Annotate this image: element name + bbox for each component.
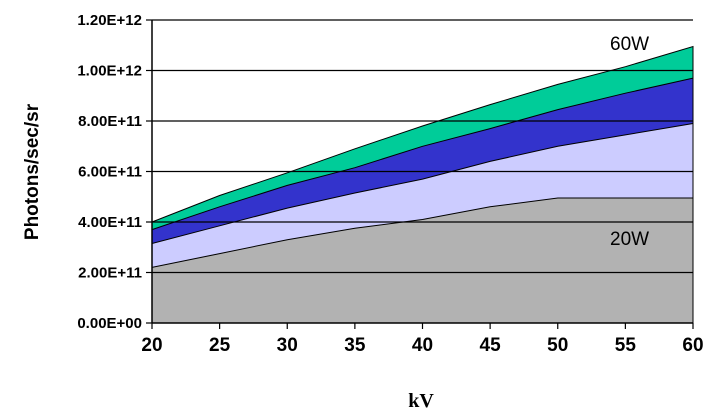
y-tick-label: 6.00E+11 (78, 164, 142, 181)
series-label-20w: 20W (610, 229, 649, 250)
x-tick-label: 30 (277, 335, 298, 356)
gridlines (152, 19, 693, 274)
x-axis-label: kV (408, 390, 434, 412)
x-tick-label: 20 (141, 335, 162, 356)
axes (146, 19, 694, 329)
y-tick-label: 1.00E+12 (77, 63, 142, 80)
area-series-group (151, 45, 694, 324)
y-tick-label: 4.00E+11 (78, 214, 142, 231)
y-tick-label: 1.20E+12 (77, 12, 142, 29)
x-tick-label: 60 (682, 335, 703, 356)
x-tick-label: 50 (547, 335, 568, 356)
y-tick-label: 2.00E+11 (78, 265, 142, 282)
y-axis-label: Photons/sec/sr (22, 103, 43, 240)
series-label-60w: 60W (610, 34, 649, 55)
x-tick-label: 35 (344, 335, 366, 356)
x-tick-label: 25 (209, 335, 231, 356)
y-tick-labels: 0.00E+00 2.00E+11 4.00E+11 6.00E+11 8.00E+11… (77, 12, 142, 332)
x-tick-labels: 20 25 30 35 40 45 50 55 60 (141, 335, 703, 356)
x-tick-label: 55 (615, 335, 637, 356)
x-tick-label: 40 (412, 335, 433, 356)
x-tick-label: 45 (480, 335, 502, 356)
y-tick-label: 0.00E+00 (77, 315, 142, 332)
y-tick-label: 8.00E+11 (78, 113, 142, 130)
